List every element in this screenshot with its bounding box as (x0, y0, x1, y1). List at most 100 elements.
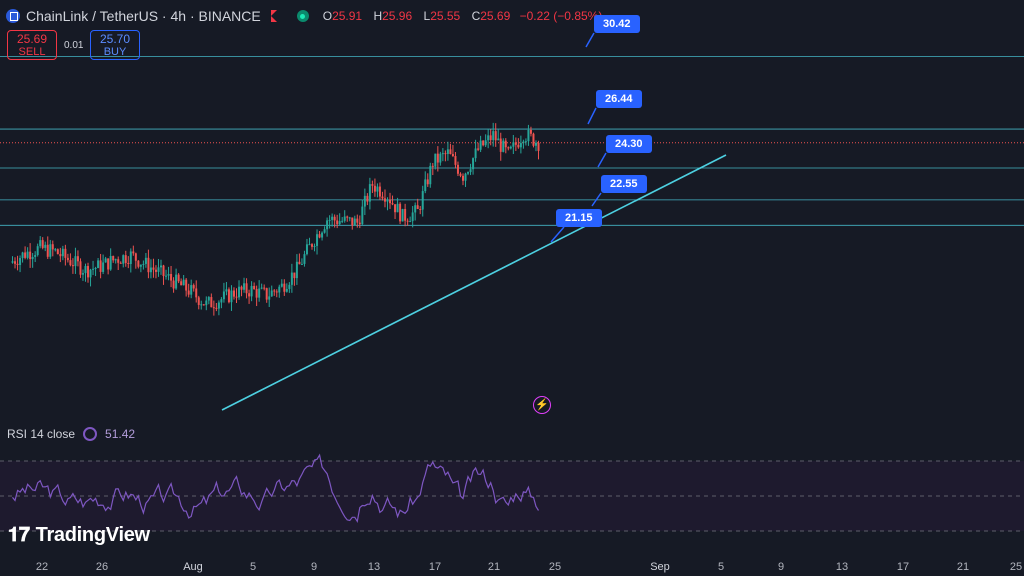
candle-body (436, 153, 439, 163)
candle-body (424, 179, 427, 192)
candle-body (474, 148, 477, 159)
buy-button[interactable]: 25.70 BUY (90, 30, 140, 60)
level-callout-2[interactable]: 26.44 (596, 90, 642, 108)
rsi-settings-icon[interactable] (83, 427, 98, 441)
candle-body (373, 185, 376, 192)
candle-body (396, 203, 399, 213)
candle-body (253, 285, 256, 290)
candle-body (288, 284, 291, 289)
callout-pointer (591, 192, 602, 207)
x-axis-tick: Sep (650, 561, 670, 573)
candle-body (187, 290, 190, 295)
candle-body (278, 286, 281, 293)
candle-body (177, 274, 180, 282)
level-callout-3[interactable]: 24.30 (606, 135, 652, 153)
candle-body (348, 217, 351, 219)
candle-body (212, 307, 215, 309)
candle-body (298, 261, 301, 265)
x-axis-tick: 5 (249, 561, 257, 573)
candle-body (232, 290, 235, 297)
candle-body (122, 255, 125, 264)
candle-body (378, 186, 381, 197)
flag-icon[interactable] (270, 10, 277, 22)
candle-body (36, 246, 39, 255)
tradingview-wordmark: TradingView (35, 524, 150, 546)
candle-body (160, 265, 162, 268)
callout-pointer (550, 226, 565, 243)
candle-body (102, 262, 105, 272)
candle-body (311, 244, 313, 247)
candle-body (419, 208, 422, 210)
open-label: O (322, 9, 333, 23)
candle-body (217, 302, 220, 309)
candle-body (527, 129, 530, 142)
candle-body (132, 251, 135, 254)
candle-body (66, 257, 69, 261)
candle-body (92, 268, 95, 270)
candle-body (182, 279, 185, 286)
candle-body (285, 288, 288, 292)
candle-body (467, 172, 470, 174)
rsi-legend[interactable]: RSI 14 close 51.42 (7, 427, 135, 441)
candle-body (74, 256, 77, 267)
callout-pointer (587, 107, 597, 125)
candle-body (16, 263, 19, 265)
candle-body (477, 148, 480, 150)
candle-body (462, 175, 464, 181)
level-callout-5[interactable]: 21.15 (556, 209, 602, 227)
candle-body (167, 274, 170, 276)
candle-body (361, 206, 364, 225)
level-callout-1[interactable]: 30.42 (594, 15, 640, 33)
candle-body (41, 240, 44, 248)
candle-body (137, 260, 140, 267)
candle-body (248, 293, 251, 297)
candle-body (338, 221, 341, 225)
candle-body (207, 297, 210, 301)
x-axis-tick: 21 (956, 561, 970, 573)
tradingview-logo[interactable]: 𝟏𝟕 TradingView (8, 524, 150, 547)
callout-pointer (597, 152, 607, 168)
candle-body (401, 208, 404, 222)
candle-body (142, 263, 145, 265)
candle-body (429, 165, 432, 185)
candle-body (459, 173, 462, 176)
candle-body (318, 234, 321, 238)
candle-body (341, 220, 344, 222)
candle-body (323, 229, 326, 233)
candle-body (162, 265, 165, 277)
candle-body (180, 281, 183, 286)
candle-body (326, 220, 329, 230)
candle-body (519, 143, 522, 148)
candle-body (333, 216, 336, 221)
candle-body (431, 165, 434, 167)
candle-body (383, 198, 386, 202)
sell-label: SELL (18, 46, 46, 58)
candle-body (446, 149, 449, 154)
high-label: H (373, 9, 383, 23)
symbol-title[interactable]: ChainLink / TetherUS · 4h · BINANCE (26, 8, 261, 24)
candle-body (295, 261, 298, 279)
market-status-icon[interactable] (296, 10, 309, 22)
candle-body (522, 141, 525, 144)
lightning-icon[interactable]: ⚡ (533, 396, 551, 414)
candle-body (441, 153, 444, 155)
close-label: C (471, 9, 481, 23)
candle-body (389, 199, 392, 204)
candle-body (353, 218, 356, 226)
candle-body (391, 203, 394, 205)
x-axis-tick: 9 (777, 561, 785, 573)
high-value: 25.96 (382, 9, 413, 23)
candle-body (14, 261, 17, 264)
candle-body (366, 195, 369, 202)
x-axis-tick: 26 (95, 561, 109, 573)
level-callout-4[interactable]: 22.55 (601, 175, 647, 193)
sell-button[interactable]: 25.69 SELL (7, 30, 57, 60)
candle-body (152, 267, 155, 270)
candle-body (79, 261, 82, 275)
candle-body (358, 222, 361, 225)
symbol-header[interactable]: ChainLink / TetherUS · 4h · BINANCE O 25.… (6, 6, 602, 26)
buy-price: 25.70 (99, 32, 131, 46)
candle-body (69, 260, 72, 266)
candle-body (363, 195, 366, 207)
